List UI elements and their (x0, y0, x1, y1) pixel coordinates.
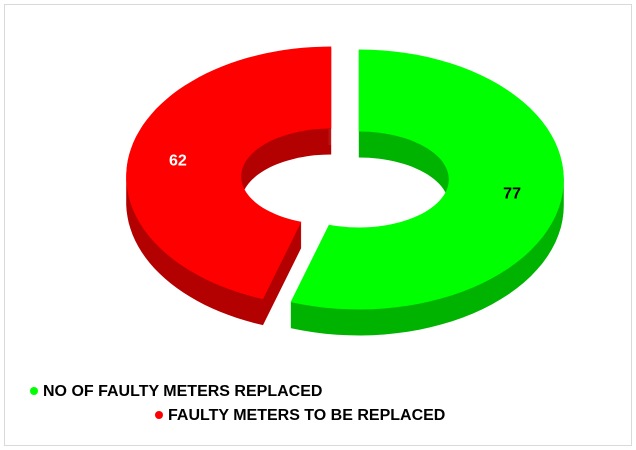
legend-marker (155, 411, 163, 419)
legend-label: NO OF FAULTY METERS REPLACED (43, 383, 322, 400)
legend-marker (30, 387, 38, 395)
data-label: 77 (503, 186, 521, 203)
data-label: 62 (169, 153, 187, 170)
legend-label: FAULTY METERS TO BE REPLACED (168, 407, 445, 424)
slice (126, 46, 332, 300)
slice (290, 49, 564, 310)
